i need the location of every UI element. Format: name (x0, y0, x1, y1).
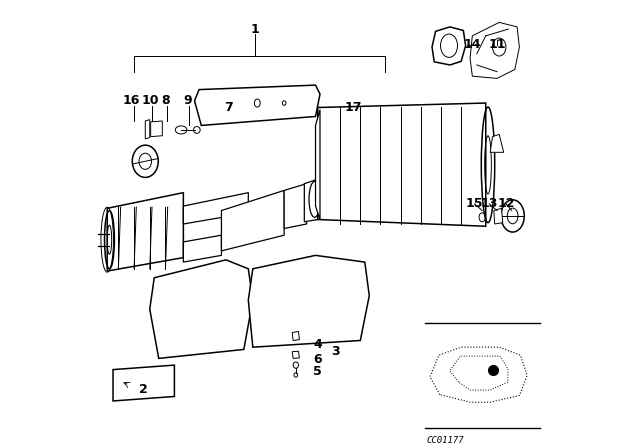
Polygon shape (150, 260, 253, 358)
Text: 8: 8 (161, 94, 170, 108)
Text: CC01177: CC01177 (426, 436, 464, 445)
Text: 16: 16 (122, 94, 140, 108)
Polygon shape (494, 208, 503, 224)
Polygon shape (292, 351, 300, 358)
Text: 3: 3 (332, 345, 340, 358)
Polygon shape (184, 193, 248, 224)
Text: 14: 14 (463, 38, 481, 52)
Polygon shape (317, 103, 486, 226)
Text: 1: 1 (251, 22, 259, 36)
Text: 2: 2 (139, 383, 147, 396)
Polygon shape (305, 179, 317, 222)
Polygon shape (248, 255, 369, 347)
Polygon shape (316, 110, 320, 220)
Polygon shape (150, 121, 163, 137)
Polygon shape (113, 365, 174, 401)
Text: 5: 5 (314, 365, 322, 379)
Polygon shape (195, 85, 320, 125)
Polygon shape (184, 235, 221, 262)
Text: 15: 15 (466, 197, 483, 211)
Polygon shape (145, 120, 150, 139)
Text: 17: 17 (345, 101, 362, 114)
Polygon shape (490, 134, 504, 152)
Polygon shape (108, 193, 184, 271)
Text: 13: 13 (481, 197, 498, 211)
Text: 9: 9 (184, 94, 192, 108)
Text: 10: 10 (142, 94, 159, 108)
Polygon shape (470, 22, 520, 78)
Polygon shape (221, 190, 284, 251)
Text: 6: 6 (314, 353, 322, 366)
Polygon shape (292, 332, 300, 340)
Text: 11: 11 (488, 38, 506, 52)
Text: 4: 4 (314, 338, 322, 352)
Polygon shape (432, 27, 466, 65)
Ellipse shape (508, 208, 518, 224)
Polygon shape (284, 184, 307, 228)
Text: 12: 12 (497, 197, 515, 211)
Text: 7: 7 (224, 101, 232, 114)
